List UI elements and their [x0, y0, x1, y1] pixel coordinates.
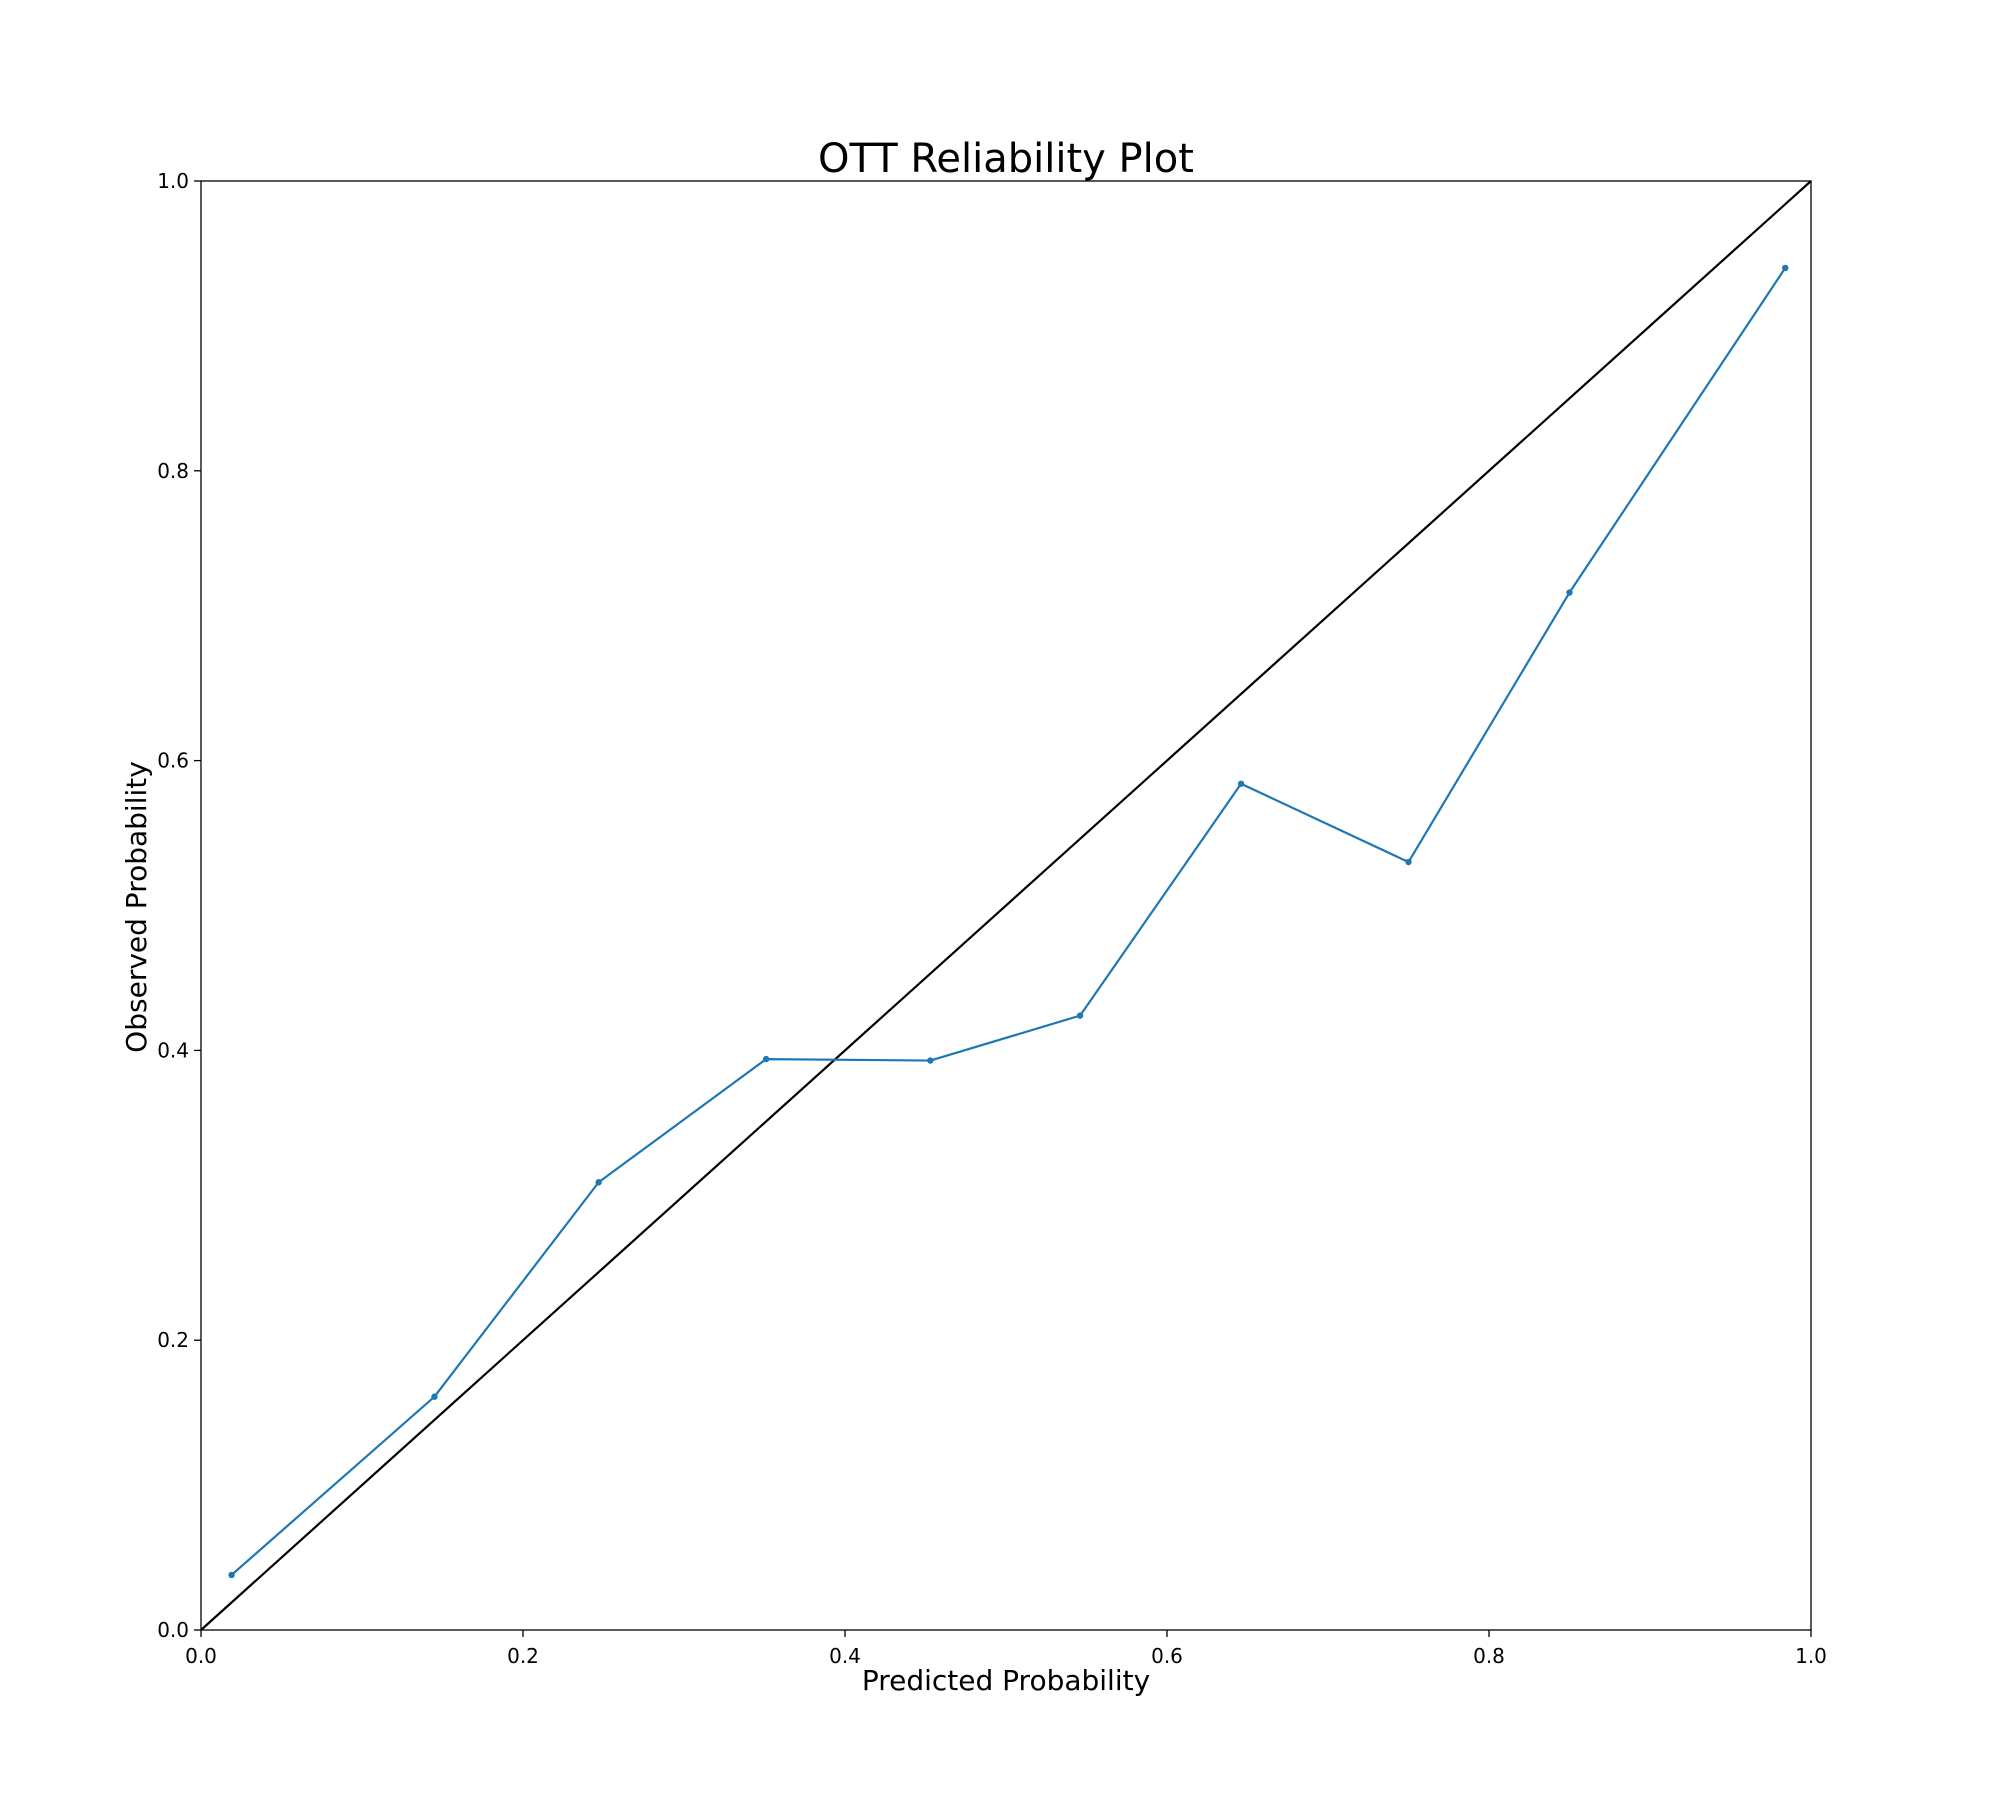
y-tick-label: 0.0 — [157, 1618, 189, 1642]
data-point — [1566, 589, 1573, 596]
series-line — [230, 267, 1787, 1576]
y-tick-label: 0.4 — [157, 1038, 189, 1062]
data-point — [431, 1393, 438, 1400]
chart-title: OTT Reliability Plot — [818, 136, 1194, 182]
data-point — [1076, 1012, 1084, 1019]
data-point — [1405, 858, 1412, 866]
y-tick-label: 0.8 — [157, 459, 189, 483]
data-point — [927, 1057, 934, 1064]
y-tick-label: 0.2 — [157, 1328, 189, 1352]
x-tick-label: 0.8 — [1473, 1644, 1505, 1668]
x-tick-label: 0.4 — [829, 1644, 861, 1668]
data-point — [1237, 780, 1245, 787]
y-tick-label: 0.6 — [157, 749, 189, 773]
y-axis-label: Observed Probability — [120, 761, 153, 1053]
x-tick-label: 0.6 — [1151, 1644, 1183, 1668]
x-tick-label: 0.2 — [507, 1644, 539, 1668]
data-point — [228, 1571, 235, 1579]
data-point — [595, 1179, 602, 1186]
x-axis-label: Predicted Probability — [862, 1664, 1150, 1697]
x-tick-label: 0.0 — [185, 1644, 217, 1668]
x-tick-label: 1.0 — [1795, 1644, 1827, 1668]
reference-diagonal-line — [200, 180, 1812, 1631]
plot-area: 0.0 0.2 0.4 0.6 0.8 1.0 0.0 0.2 0.4 0.6 0.8 1.0 — [157, 169, 1827, 1668]
data-point — [1782, 264, 1789, 272]
y-tick-label: 1.0 — [157, 169, 189, 193]
axes-frame — [200, 180, 1812, 1631]
data-point — [762, 1055, 770, 1063]
